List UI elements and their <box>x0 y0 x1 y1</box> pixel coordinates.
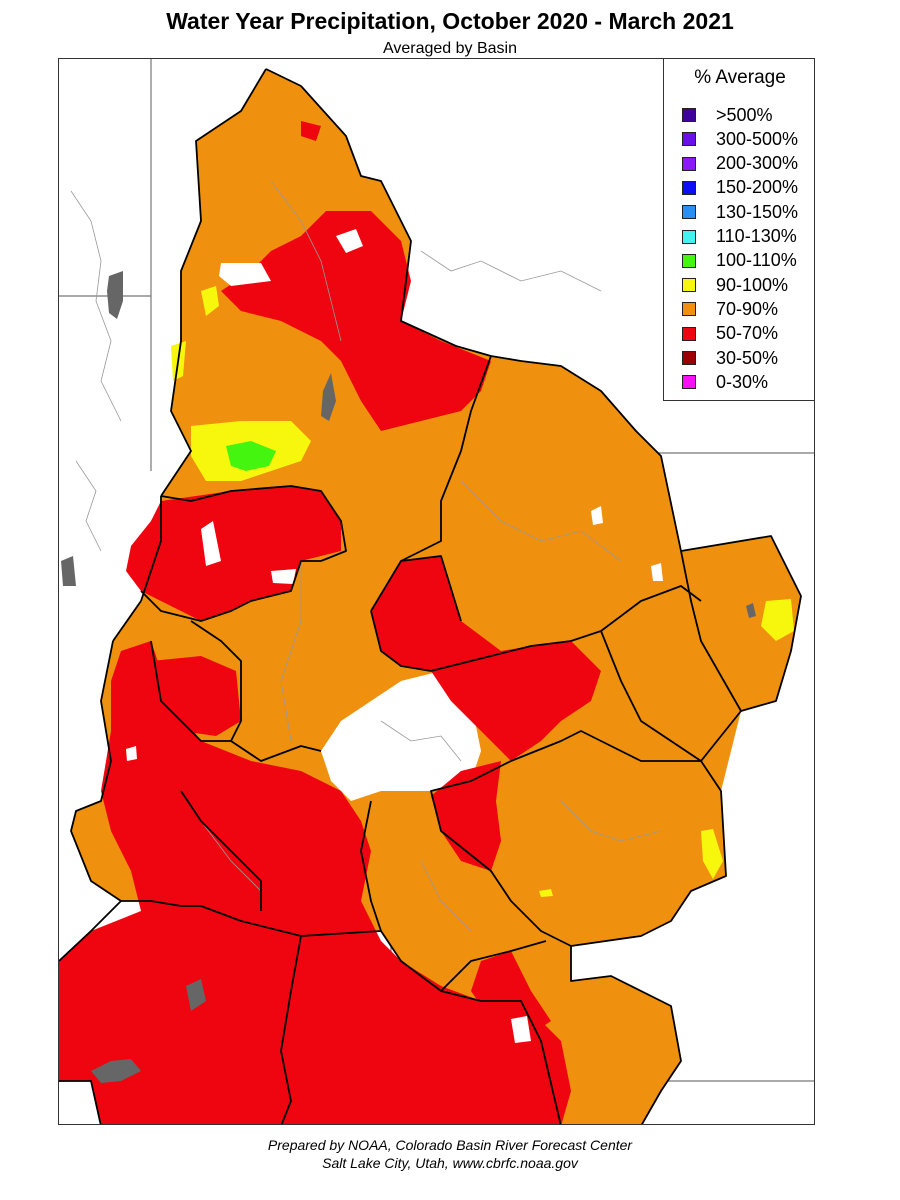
legend-item: 50-70% <box>682 323 778 345</box>
legend-swatch <box>682 229 696 244</box>
legend-swatch <box>682 253 696 268</box>
legend-label: 0-30% <box>716 371 769 392</box>
rivers <box>70 180 662 932</box>
legend-swatch <box>682 205 696 220</box>
legend-swatch <box>682 180 696 195</box>
legend-item: 150-200% <box>682 177 798 199</box>
legend-label: 150-200% <box>716 177 799 198</box>
map-subtitle: Averaged by Basin <box>382 40 517 57</box>
legend-label: >500% <box>716 104 773 125</box>
legend-label: 300-500% <box>716 128 799 149</box>
legend-item: 30-50% <box>682 347 778 369</box>
no-data-spots <box>126 229 663 1043</box>
legend-swatch <box>682 375 696 390</box>
legend-item: 200-300% <box>682 153 798 175</box>
no-data-region-central <box>321 671 481 801</box>
credit-line-1: Prepared by NOAA, Colorado Basin River F… <box>267 1137 633 1153</box>
legend-swatch <box>682 302 696 317</box>
legend-item: 70-90% <box>682 298 778 320</box>
legend-swatch <box>682 278 696 293</box>
legend-label: 30-50% <box>716 347 779 368</box>
legend-label: 130-150% <box>716 201 799 222</box>
map-title: Water Year Precipitation, October 2020 -… <box>166 8 734 34</box>
legend-label: 90-100% <box>716 274 789 295</box>
legend-label: 70-90% <box>716 298 779 319</box>
legend-title: % Average <box>694 67 786 88</box>
legend-item: 0-30% <box>682 371 768 393</box>
legend-swatch <box>682 132 696 147</box>
legend-item: 90-100% <box>682 274 788 296</box>
legend-swatch <box>682 351 696 365</box>
legend-swatch <box>682 156 696 171</box>
credit-line-2: Salt Lake City, Utah, www.cbrfc.noaa.gov <box>322 1155 578 1171</box>
legend-item: 100-110% <box>682 250 797 272</box>
basin-map-svg <box>59 59 814 1124</box>
legend-label: 110-130% <box>716 226 797 246</box>
legend-swatch <box>682 326 696 341</box>
basin-regions-red <box>59 121 601 1124</box>
legend-label: 200-300% <box>716 153 799 174</box>
legend-label: 100-110% <box>716 250 797 271</box>
legend-swatch <box>682 108 696 122</box>
lakes <box>61 271 756 1083</box>
legend-item: 300-500% <box>682 128 798 150</box>
legend-item: 130-150% <box>682 201 798 223</box>
legend-item: >500% <box>682 104 773 126</box>
basin-boundaries <box>59 68 802 1124</box>
basin-region-green <box>226 441 276 471</box>
legend-label: 50-70% <box>716 323 779 344</box>
legend: % Average >500% 300-500% 200-300% 150-200% 1… <box>663 58 815 401</box>
legend-item: 110-130% <box>682 226 797 248</box>
